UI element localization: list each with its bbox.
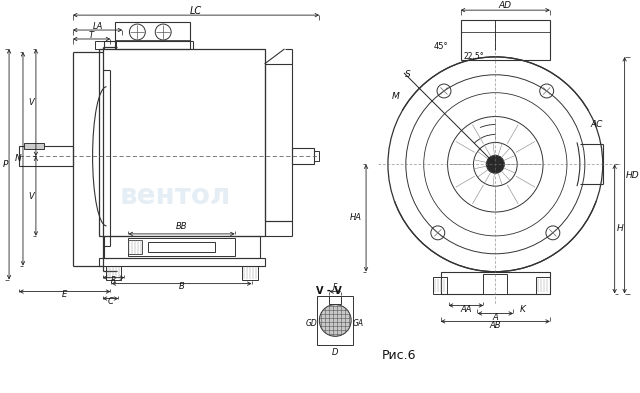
Text: AC: AC (591, 120, 603, 129)
Text: AA: AA (460, 305, 472, 314)
Circle shape (319, 305, 351, 336)
Bar (483, 274, 508, 294)
Bar (95, 41, 116, 49)
Bar (536, 277, 550, 294)
Text: M: M (392, 92, 400, 101)
Text: C: C (108, 297, 113, 306)
Bar (129, 238, 235, 256)
Bar (264, 64, 292, 221)
Text: V: V (28, 192, 34, 200)
Text: T: T (89, 31, 94, 40)
Text: AD: AD (499, 1, 512, 10)
Circle shape (486, 155, 504, 173)
Bar (148, 242, 215, 252)
Text: HD: HD (626, 171, 639, 180)
Text: R: R (111, 276, 116, 285)
Bar (314, 151, 319, 161)
Bar (106, 266, 122, 280)
Text: S: S (405, 70, 411, 79)
Bar (19, 146, 73, 166)
Text: BB: BB (176, 222, 188, 231)
Text: H: H (616, 224, 623, 233)
Text: HA: HA (350, 213, 362, 222)
Text: AB: AB (490, 321, 501, 330)
Text: LA: LA (92, 22, 103, 31)
Text: GD: GD (305, 319, 317, 328)
Text: GA: GA (353, 319, 364, 328)
Text: вентол: вентол (120, 182, 231, 210)
Text: N: N (15, 154, 21, 163)
Bar (104, 236, 260, 258)
Text: LC: LC (190, 6, 202, 16)
Text: E: E (62, 290, 67, 299)
Bar (317, 296, 353, 345)
Bar (440, 272, 550, 294)
Text: V: V (28, 98, 34, 107)
Text: K: K (520, 305, 526, 314)
Text: B: B (179, 282, 184, 291)
Bar (99, 49, 264, 236)
Bar (461, 20, 550, 60)
Bar (292, 149, 314, 164)
Bar (24, 143, 44, 149)
Text: P: P (3, 160, 8, 169)
Text: D: D (332, 348, 339, 357)
Text: 45°: 45° (433, 42, 448, 51)
Text: V - V: V - V (316, 286, 342, 296)
Bar (242, 266, 258, 280)
Bar (129, 240, 142, 254)
Bar (99, 258, 264, 266)
Text: F: F (333, 283, 337, 292)
Text: Рис.6: Рис.6 (381, 349, 416, 362)
Text: A: A (492, 313, 498, 322)
Bar (329, 296, 341, 303)
Bar (115, 22, 190, 49)
Text: 22,5°: 22,5° (463, 52, 484, 61)
Bar (433, 277, 447, 294)
